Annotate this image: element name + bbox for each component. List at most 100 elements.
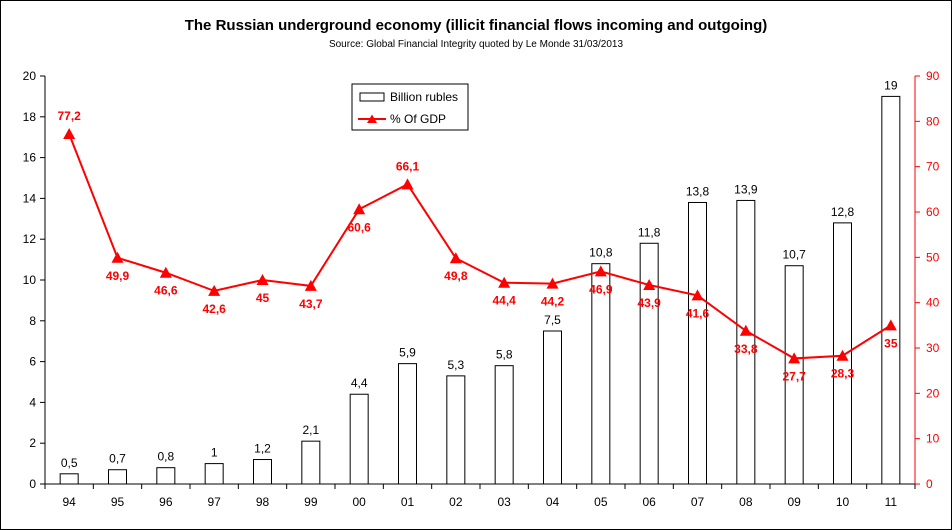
line-value-label: 49,8 <box>444 269 468 283</box>
legend: Billion rubles % Of GDP <box>351 83 469 131</box>
bar-value-label: 5,8 <box>496 348 513 362</box>
line-value-label: 46,9 <box>589 282 613 296</box>
bar-value-label: 2,1 <box>302 423 319 437</box>
x-tick-label: 95 <box>111 495 125 509</box>
bar-value-label: 1 <box>211 446 218 460</box>
bar <box>204 463 224 485</box>
bar-value-label: 0,7 <box>109 452 126 466</box>
bar <box>591 263 611 485</box>
x-tick-label: 96 <box>159 495 173 509</box>
line-value-label: 66,1 <box>396 159 420 173</box>
line-series: 77,2 49,9 46,6 42,6 45 43,7 60,6 66,1 49,8 44,4 44… <box>57 109 897 383</box>
line-value-label: 27,7 <box>782 369 806 383</box>
bar <box>349 393 369 485</box>
line-marker-triangle <box>594 265 607 277</box>
line-marker-triangle <box>159 266 172 278</box>
x-tick-label: 99 <box>304 495 318 509</box>
y-right-tick-label: 0 <box>926 477 933 491</box>
line-value-label: 35 <box>884 336 898 350</box>
bar-value-label: 5,3 <box>447 358 464 372</box>
x-tick-label: 08 <box>739 495 753 509</box>
x-tick-label: 10 <box>836 495 850 509</box>
bar <box>881 95 901 485</box>
x-tick-label: 02 <box>449 495 463 509</box>
bar-value-label: 19 <box>884 78 898 92</box>
x-tick-label: 97 <box>207 495 221 509</box>
bar <box>639 242 659 485</box>
y-left-tick-label: 14 <box>23 191 37 205</box>
x-tick-label: 03 <box>497 495 511 509</box>
x-tick-label: 01 <box>401 495 415 509</box>
line-value-label: 43,7 <box>299 297 323 311</box>
y-left-tick-label: 16 <box>23 151 37 165</box>
legend-label-bars: Billion rubles <box>390 90 458 104</box>
line-marker-triangle <box>498 276 511 288</box>
line-value-label: 45 <box>256 291 270 305</box>
bar <box>543 330 562 485</box>
y-right-tick-label: 60 <box>926 205 940 219</box>
x-tick-label: 09 <box>787 495 801 509</box>
bar-value-label: 13,8 <box>686 184 710 198</box>
legend-triangle-icon <box>367 114 377 123</box>
y-right-tick-label: 30 <box>926 341 940 355</box>
bar-value-label: 5,9 <box>399 346 416 360</box>
bar-value-label: 10,7 <box>782 248 806 262</box>
y-left-tick-label: 12 <box>23 232 37 246</box>
bar-value-label: 4,4 <box>351 376 368 390</box>
bar <box>784 265 804 485</box>
line-marker-triangle <box>739 324 752 336</box>
y-right-tick-label: 50 <box>926 250 940 264</box>
x-tick-label: 06 <box>642 495 656 509</box>
line-marker-triangle <box>63 128 76 140</box>
line-value-label: 44,4 <box>492 294 516 308</box>
y-right-tick-label: 90 <box>926 69 940 83</box>
bar <box>446 375 466 485</box>
bar-value-label: 13,9 <box>734 182 758 196</box>
x-tick-label: 00 <box>352 495 366 509</box>
y-left-tick-label: 0 <box>29 477 36 491</box>
chart-title: The Russian underground economy (illicit… <box>184 17 768 34</box>
bar <box>494 365 514 485</box>
line-marker-triangle <box>643 278 656 290</box>
y-right-tick-label: 40 <box>926 296 940 310</box>
bar-value-label: 1,2 <box>254 442 271 456</box>
bar-value-label: 0,8 <box>157 450 174 464</box>
line-marker-triangle <box>353 203 366 215</box>
x-tick-label: 94 <box>62 495 76 509</box>
line-marker-triangle <box>111 251 124 263</box>
bar-value-label: 11,8 <box>638 225 661 239</box>
bar <box>688 201 707 485</box>
y-right-tick-label: 20 <box>926 386 940 400</box>
y-right-tick-label: 80 <box>926 114 940 128</box>
line-marker-triangle <box>304 279 317 291</box>
line-value-label: 77,2 <box>57 109 81 123</box>
line-value-label: 46,6 <box>154 284 178 298</box>
x-tick-label: 11 <box>885 495 898 509</box>
bar <box>398 363 417 485</box>
bar <box>156 467 176 485</box>
line-marker-triangle <box>836 349 849 361</box>
line-value-label: 42,6 <box>202 302 226 316</box>
legend-label-line: % Of GDP <box>390 112 446 126</box>
x-tick-label: 04 <box>546 495 560 509</box>
y-left-tick-label: 8 <box>29 314 36 328</box>
bar-series: 0,5 0,7 0,8 1 1,2 2,1 4,4 5,9 5,3 5,8 7,5 10,8 11,8 1… <box>59 78 901 485</box>
line-value-label: 49,9 <box>106 269 130 283</box>
line-marker-triangle <box>449 252 462 264</box>
bar-value-label: 12,8 <box>831 205 855 219</box>
gdp-line <box>68 133 892 360</box>
y-right-tick-label: 70 <box>926 160 940 174</box>
y-left-tick-label: 10 <box>23 273 37 287</box>
line-value-label: 43,9 <box>637 296 661 310</box>
x-tick-label: 05 <box>594 495 608 509</box>
bar <box>736 199 756 485</box>
line-marker-triangle <box>788 352 801 364</box>
y-left-tick-label: 4 <box>29 395 36 409</box>
y-left-tick-label: 2 <box>29 436 36 450</box>
line-marker-triangle <box>691 289 704 301</box>
line-marker-triangle <box>546 277 559 289</box>
legend-bar-swatch <box>359 92 385 102</box>
x-tick-label: 07 <box>691 495 705 509</box>
